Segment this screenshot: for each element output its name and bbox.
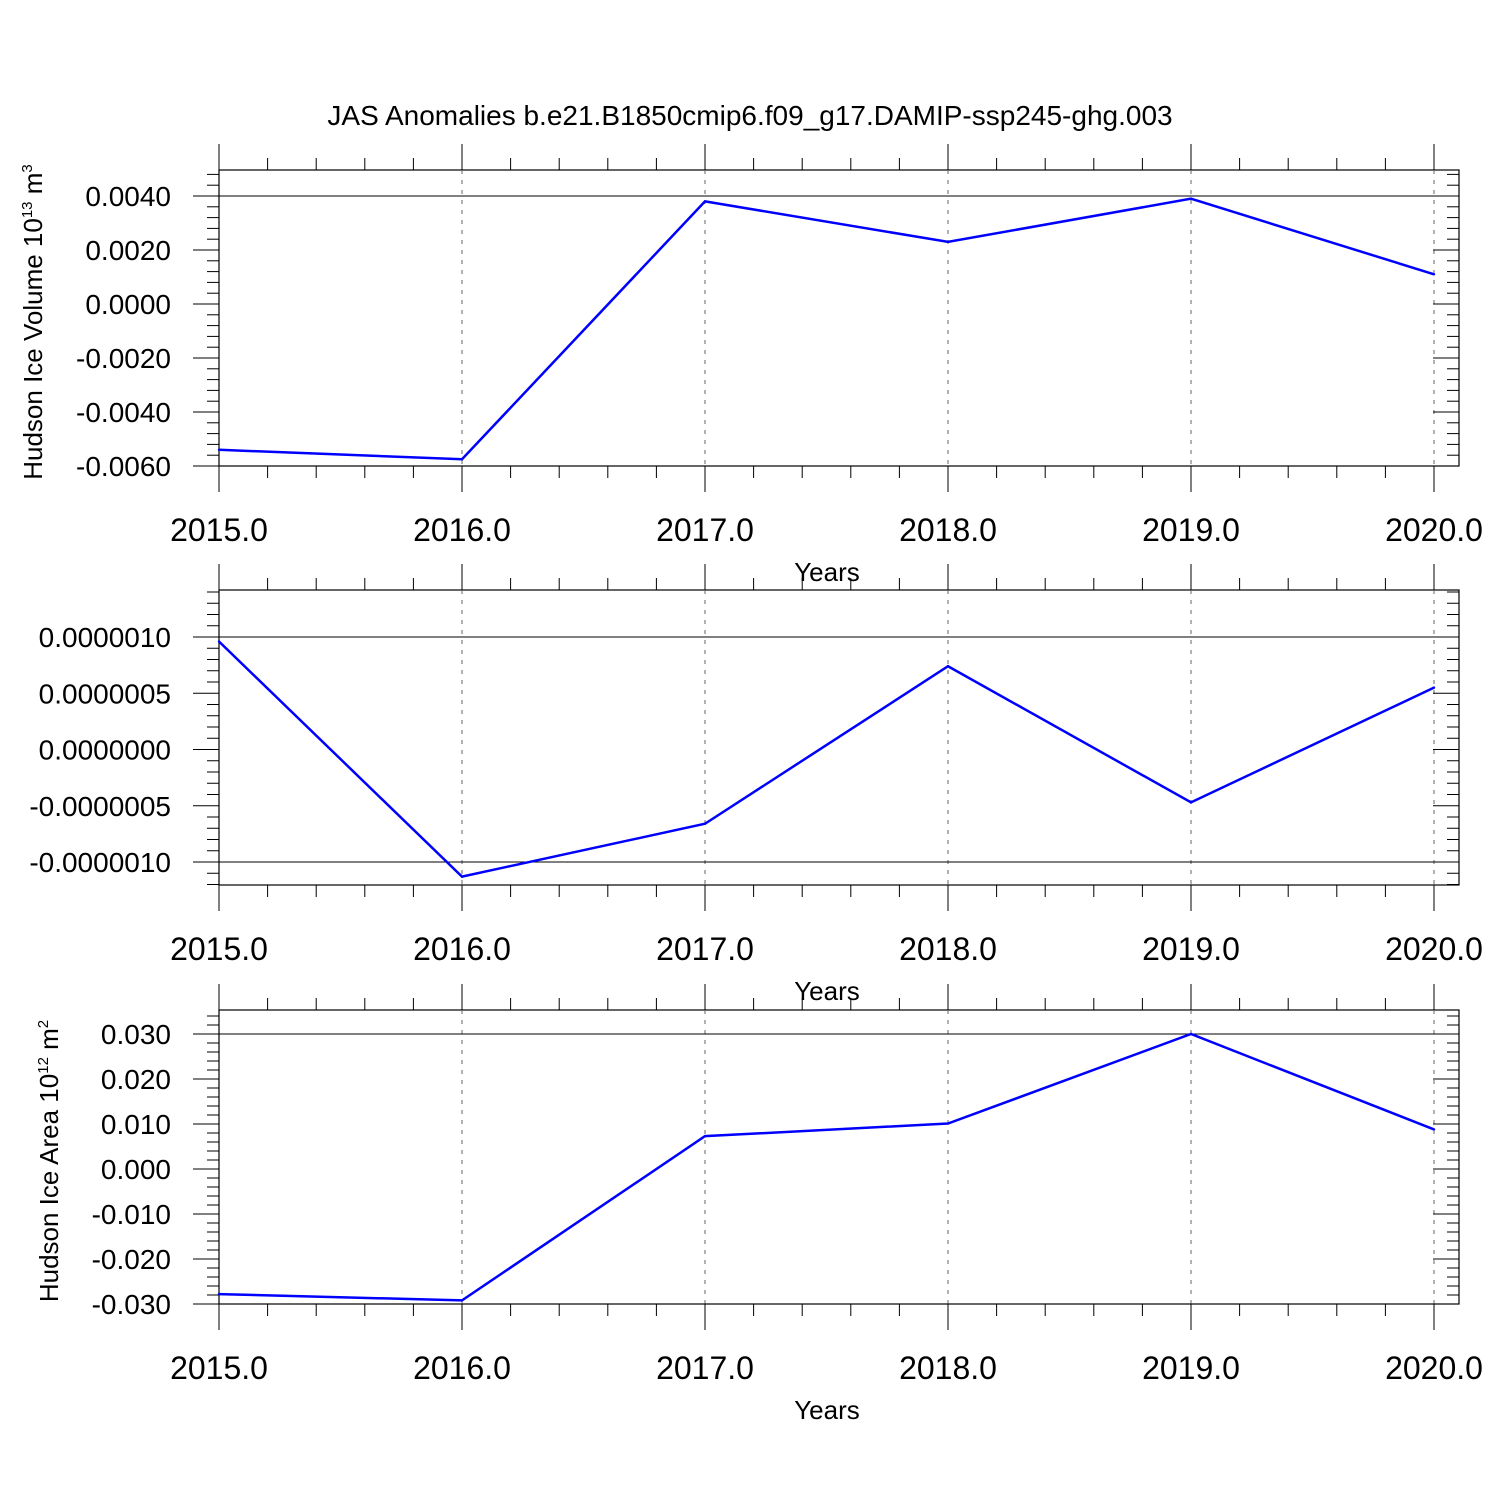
panels: 0.0040 0.0020 0.0000 -0.0020 -0.0040 -0.0060 2… [18,144,1483,1425]
chart-panel-2: 0.0000010 0.0000005 0.0000000 -0.0000005 -0.… [29,564,1483,1006]
x-tick-label: 2016.0 [413,1350,511,1386]
data-point [1189,801,1193,804]
x-tick-label: 2017.0 [656,512,754,548]
y-axis-label-unit-exponent: 2 [35,1020,52,1028]
data-point [217,640,221,643]
y-tick-label: -0.0040 [76,397,171,428]
x-tick-label: 2018.0 [899,931,997,967]
data-point [946,240,950,244]
x-tick-label: 2015.0 [170,512,268,548]
data-point [946,1122,950,1125]
y-tick-label: -0.0020 [76,343,171,374]
chart-panel-1: 0.0040 0.0020 0.0000 -0.0020 -0.0040 -0.0060 2… [18,144,1483,587]
data-point [217,1292,221,1296]
y-axis-label-exponent: 13 [19,201,36,218]
x-tick-label: 2017.0 [656,1350,754,1386]
plot-frame [218,589,1460,886]
data-point [703,1134,707,1138]
x-tick-label: 2020.0 [1385,1350,1483,1386]
series-line [218,197,1435,461]
x-tick-label: 2015.0 [170,931,268,967]
data-point [1189,1032,1193,1036]
x-axis-label: Years [794,557,860,587]
data-point [217,448,221,451]
y-axis-label-unit: m [18,173,48,202]
y-tick-label: 0.030 [101,1019,171,1050]
x-tick-label: 2018.0 [899,512,997,548]
y-axis-label: Hudson Ice Volume 1013 m3 [18,164,48,480]
y-axis-label: Hudson Ice Area 1012 m2 [34,1020,64,1302]
data-point [1432,273,1436,276]
y-tick-label: 0.020 [101,1064,171,1095]
data-point [460,875,464,878]
figure-title: JAS Anomalies b.e21.B1850cmip6.f09_g17.D… [327,100,1172,131]
y-tick-label: -0.010 [92,1199,171,1230]
chart-panel-3: 0.030 0.020 0.010 0.000 -0.010 -0.020 -0.030 20… [34,984,1483,1425]
x-tick-label: 2016.0 [413,931,511,967]
x-tick-label: 2019.0 [1142,512,1240,548]
data-point [460,1299,464,1302]
x-tick-label: 2019.0 [1142,1350,1240,1386]
y-tick-label: 0.0020 [85,235,171,266]
y-tick-label: -0.0060 [76,451,171,482]
y-tick-label: -0.0000005 [29,791,171,822]
x-tick-label: 2019.0 [1142,931,1240,967]
y-axis-label-text: Hudson Ice Volume 10 [18,218,48,480]
y-tick-label: 0.0040 [85,181,171,212]
y-tick-label: 0.010 [101,1109,171,1140]
data-point [460,458,464,461]
data-point [946,665,950,668]
y-tick-label: 0.0000 [85,289,171,320]
y-axis-label-exponent: 12 [35,1057,52,1074]
data-point [1432,1128,1436,1131]
data-point [1432,686,1436,689]
y-tick-label: -0.030 [92,1289,171,1320]
data-point [1189,197,1193,200]
plot-frame [218,1009,1460,1305]
y-tick-label: -0.020 [92,1244,171,1275]
data-point [703,822,707,825]
y-axis-label-text: Hudson Ice Area 10 [34,1074,64,1302]
y-tick-label: -0.0000010 [29,847,171,878]
series-line [218,640,1435,878]
x-tick-label: 2020.0 [1385,931,1483,967]
x-axis-label: Years [794,1395,860,1425]
x-tick-label: 2018.0 [899,1350,997,1386]
plot-frame [218,169,1460,467]
y-axis-label-unit: m [34,1028,64,1057]
y-tick-label: 0.0000000 [39,735,171,766]
y-tick-label: 0.0000010 [39,622,171,653]
data-point [703,200,707,203]
x-tick-label: 2017.0 [656,931,754,967]
x-axis-label: Years [794,976,860,1006]
y-tick-label: 0.000 [101,1154,171,1185]
x-tick-label: 2020.0 [1385,512,1483,548]
x-tick-label: 2016.0 [413,512,511,548]
x-tick-label: 2015.0 [170,1350,268,1386]
series-line [218,1032,1435,1302]
y-tick-label: 0.0000005 [39,678,171,709]
y-axis-label-unit-exponent: 3 [19,164,36,172]
